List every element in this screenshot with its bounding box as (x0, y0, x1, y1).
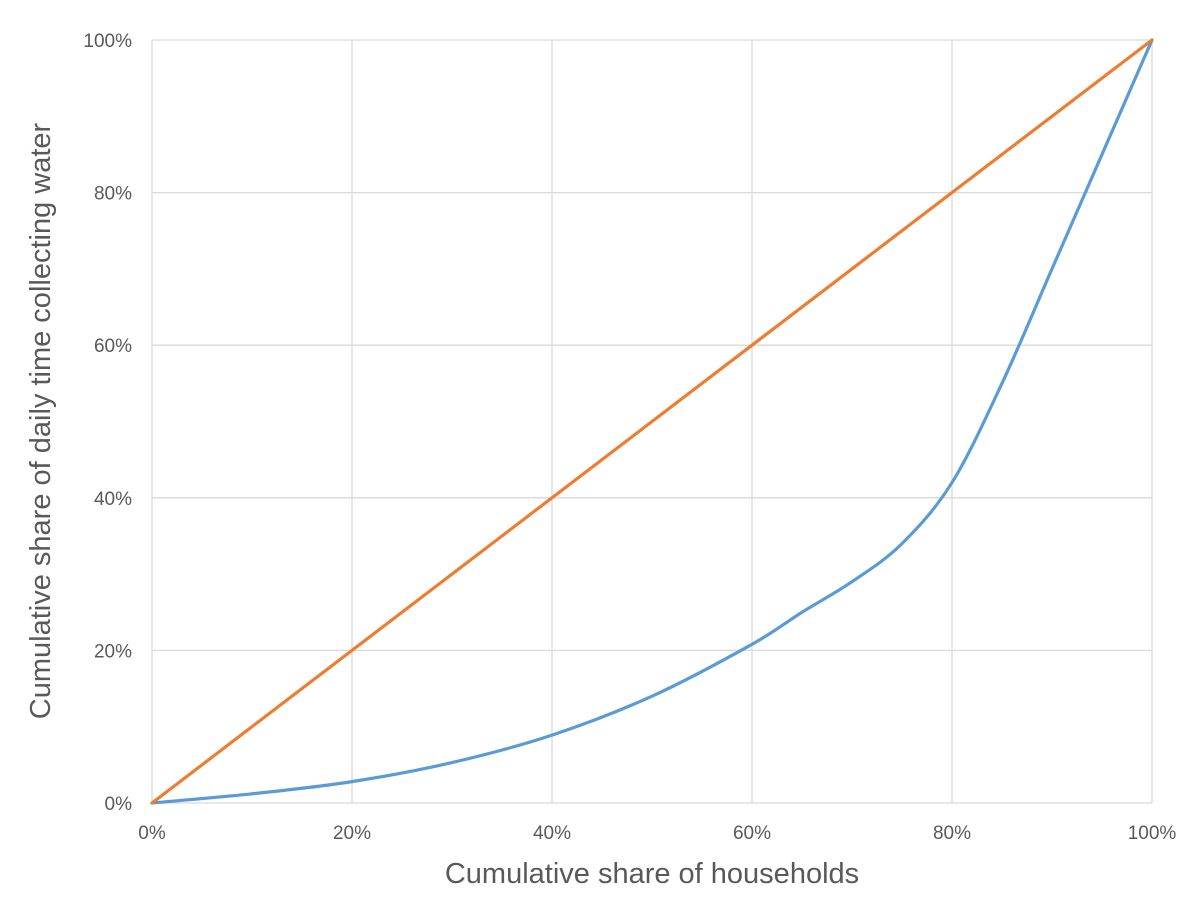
x-tick-label: 0% (138, 823, 166, 844)
x-tick-labels: 0% 20% 40% 60% 80% 100% (138, 823, 1176, 844)
y-tick-labels: 0% 20% 40% 60% 80% 100% (83, 31, 132, 815)
y-tick-label: 100% (83, 31, 132, 52)
x-tick-label: 40% (533, 823, 571, 844)
y-tick-label: 60% (94, 336, 132, 357)
y-tick-label: 80% (94, 184, 132, 205)
x-tick-label: 60% (733, 823, 771, 844)
grid-layer (151, 39, 1153, 804)
y-tick-label: 0% (105, 794, 133, 815)
y-tick-label: 40% (94, 489, 132, 510)
series-layer (150, 38, 1154, 805)
x-tick-label: 80% (933, 823, 971, 844)
x-tick-label: 20% (333, 823, 371, 844)
y-tick-label: 20% (94, 641, 132, 662)
x-axis-title: Cumulative share of households (445, 858, 859, 890)
y-axis-title: Cumulative share of daily time collectin… (25, 122, 57, 719)
series-line-orange (150, 38, 1154, 805)
x-tick-label: 100% (1128, 823, 1177, 844)
series-line-blue (150, 38, 1154, 805)
